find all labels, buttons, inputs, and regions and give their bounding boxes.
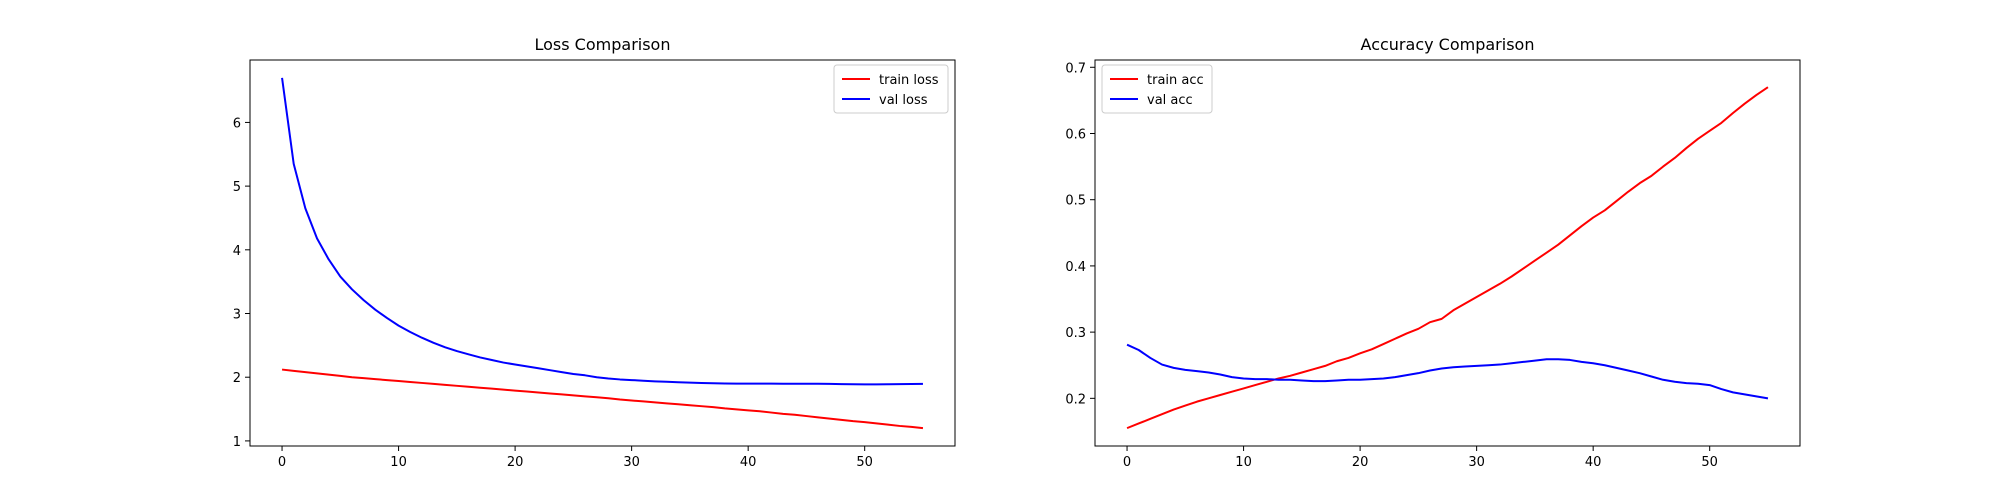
loss-legend-label-val: val loss (879, 93, 928, 108)
loss-train-loss-line (281, 368, 924, 430)
accuracy-chart-ticks: 0 10 20 30 40 50 0.2 0.3 0.4 0.5 0.6 0.7 (1065, 61, 1718, 470)
loss-ytick-label: 5 (233, 180, 241, 195)
accuracy-val-acc-line (1126, 343, 1769, 400)
accuracy-ytick-label: 0.7 (1065, 61, 1086, 76)
loss-xtick-label: 30 (623, 455, 640, 470)
accuracy-legend-label-train: train acc (1147, 73, 1204, 88)
loss-xtick-label: 20 (507, 455, 524, 470)
accuracy-xtick-label: 20 (1352, 455, 1369, 470)
loss-chart-series (281, 77, 924, 430)
loss-ytick-label: 1 (233, 435, 241, 450)
loss-chart-ticks: 0 10 20 30 40 50 1 2 3 4 5 6 (233, 116, 873, 470)
accuracy-train-acc-line (1126, 86, 1769, 430)
loss-xtick-label: 10 (390, 455, 407, 470)
loss-val-loss-line (281, 77, 923, 386)
accuracy-ytick-label: 0.6 (1065, 127, 1086, 142)
accuracy-xtick-label: 0 (1123, 455, 1131, 470)
accuracy-ytick-label: 0.5 (1065, 194, 1086, 209)
accuracy-chart-series (1126, 86, 1769, 430)
accuracy-chart-frame (1094, 59, 1801, 447)
loss-chart-legend: train loss val loss (833, 64, 949, 114)
loss-chart-title: Loss Comparison (535, 35, 671, 54)
loss-legend-label-train: train loss (879, 73, 939, 88)
accuracy-xtick-label: 30 (1468, 455, 1485, 470)
accuracy-chart: Accuracy Comparison 0 10 20 30 40 50 0.2 0.3 0.4… (1065, 35, 1801, 470)
accuracy-chart-title: Accuracy Comparison (1361, 35, 1535, 54)
loss-chart: Loss Comparison 0 10 20 30 40 50 1 2 3 4 5 6 train … (233, 35, 956, 470)
accuracy-ytick-label: 0.2 (1065, 392, 1086, 407)
accuracy-xtick-label: 10 (1235, 455, 1252, 470)
accuracy-legend-label-val: val acc (1147, 93, 1193, 108)
loss-xtick-label: 0 (278, 455, 286, 470)
accuracy-xtick-label: 40 (1585, 455, 1602, 470)
loss-ytick-label: 2 (233, 371, 241, 386)
loss-ytick-label: 3 (233, 308, 241, 323)
loss-ytick-label: 4 (233, 244, 241, 259)
accuracy-ytick-label: 0.3 (1065, 326, 1086, 341)
accuracy-legend-box (1101, 64, 1213, 114)
loss-ytick-label: 6 (233, 116, 241, 131)
loss-legend-box (833, 64, 949, 114)
loss-xtick-label: 40 (740, 455, 757, 470)
accuracy-xtick-label: 50 (1701, 455, 1718, 470)
loss-chart-frame (249, 59, 956, 447)
accuracy-chart-legend: train acc val acc (1101, 64, 1213, 114)
loss-xtick-label: 50 (856, 455, 873, 470)
accuracy-ytick-label: 0.4 (1065, 260, 1086, 275)
